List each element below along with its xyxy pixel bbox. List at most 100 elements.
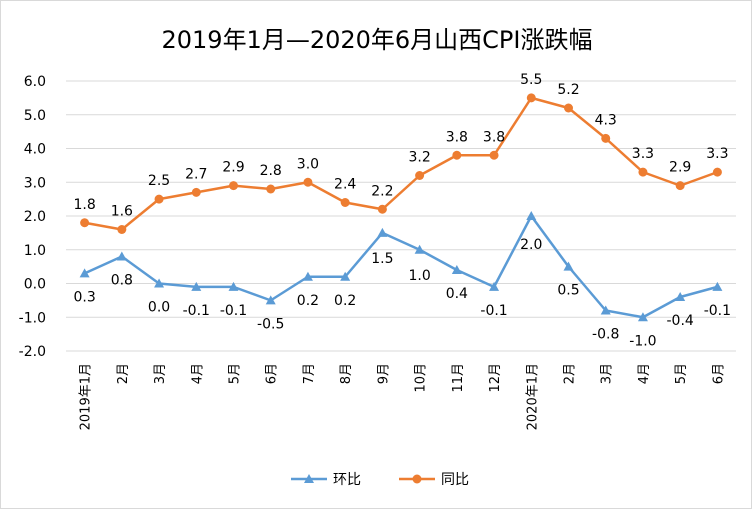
y-tick-label: -2.0	[19, 344, 46, 360]
data-label: 3.0	[297, 156, 319, 172]
data-label: 1.0	[408, 268, 430, 284]
data-label: 3.8	[446, 129, 468, 145]
x-tick-label: 5月	[674, 363, 689, 384]
data-point	[712, 167, 722, 177]
x-tick-label: 3月	[600, 363, 615, 384]
data-label: 2.7	[185, 166, 207, 182]
x-tick-label: 9月	[376, 363, 391, 384]
data-label: 0.4	[446, 286, 468, 302]
gridlines	[66, 80, 736, 352]
data-point	[526, 93, 536, 103]
x-tick-label: 2020年1月	[525, 363, 540, 430]
data-label: 0.2	[334, 293, 356, 309]
data-point	[302, 271, 313, 281]
data-point	[526, 211, 537, 220]
data-label: -0.5	[257, 316, 284, 332]
x-tick-label: 5月	[228, 363, 243, 384]
data-point	[340, 198, 350, 207]
chart-title: 2019年1月—2020年6月山西CPI涨跌幅	[161, 26, 592, 54]
data-point	[303, 177, 313, 187]
y-tick-label: 3.0	[24, 175, 46, 191]
data-point	[601, 133, 611, 143]
data-label: 3.8	[483, 129, 505, 145]
x-tick-label: 3月	[153, 363, 168, 384]
series-line-yoy	[84, 96, 718, 231]
data-point	[265, 295, 276, 305]
data-label: 2.5	[148, 173, 170, 189]
y-tick-label: 6.0	[24, 74, 46, 90]
data-point	[637, 312, 648, 322]
data-point	[191, 187, 201, 197]
data-label: -0.1	[480, 303, 507, 319]
legend: 环比 同比	[291, 472, 469, 488]
data-label: -0.1	[704, 303, 731, 319]
data-point	[80, 218, 90, 228]
data-label: -0.8	[592, 327, 619, 343]
data-label: 5.2	[557, 82, 579, 98]
series-line-mom	[84, 214, 718, 319]
data-point	[191, 281, 202, 291]
data-label: -0.1	[220, 303, 247, 319]
data-label: -0.1	[183, 303, 210, 319]
data-label: 5.5	[520, 72, 542, 88]
data-label: 2.2	[371, 183, 393, 199]
data-label: 3.3	[632, 146, 654, 162]
data-label: -1.0	[629, 333, 656, 349]
data-label: -0.4	[667, 313, 694, 329]
data-point	[452, 150, 462, 160]
data-point	[377, 227, 388, 237]
data-point	[154, 194, 164, 204]
data-label: 2.9	[669, 160, 691, 176]
data-label: 2.8	[260, 163, 282, 179]
data-point	[675, 181, 685, 191]
data-label: 1.5	[371, 251, 393, 267]
data-label: 1.6	[111, 204, 133, 220]
x-tick-label: 4月	[190, 363, 205, 384]
x-tick-label: 6月	[265, 363, 280, 384]
data-label: 2.9	[222, 160, 244, 176]
legend-marker	[304, 474, 314, 483]
data-point	[229, 181, 238, 191]
data-label: 3.2	[408, 150, 430, 166]
data-label: 2.4	[334, 177, 356, 193]
y-tick-label: 5.0	[24, 108, 46, 124]
x-tick-label: 11月	[451, 363, 466, 393]
data-point	[638, 167, 648, 177]
data-point	[117, 225, 127, 234]
y-tick-label: 2.0	[24, 209, 46, 225]
data-point	[712, 281, 723, 291]
y-tick-label: 4.0	[24, 142, 46, 158]
legend-label: 同比	[441, 472, 469, 488]
data-point	[340, 271, 351, 281]
data-label: 0.3	[73, 289, 95, 305]
data-label: 4.3	[595, 112, 617, 128]
data-point	[489, 281, 500, 291]
data-point	[600, 305, 611, 315]
x-tick-label: 4月	[637, 363, 652, 384]
x-tick-label: 8月	[339, 363, 354, 384]
x-axis-ticks: 2019年1月 2月 3月 4月 5月 6月 7月 8月 9月 10月 11月 12月 2020年1月 2…	[79, 363, 727, 430]
data-point	[377, 204, 387, 214]
data-point	[489, 150, 499, 160]
data-label: 0.8	[111, 273, 133, 289]
data-point	[564, 103, 573, 113]
data-label: 0.0	[148, 300, 170, 316]
data-point	[79, 268, 90, 278]
data-point	[563, 261, 574, 271]
legend-marker	[412, 474, 422, 484]
y-tick-label: -1.0	[19, 310, 46, 326]
data-point	[415, 171, 425, 180]
data-point	[228, 281, 239, 291]
x-tick-label: 2月	[116, 363, 131, 384]
data-point	[116, 251, 127, 261]
data-point	[266, 184, 276, 194]
series-layer	[79, 93, 723, 322]
data-point	[414, 244, 425, 254]
data-point	[451, 265, 462, 274]
data-label: 2.0	[520, 237, 542, 253]
x-tick-label: 2月	[563, 363, 578, 384]
data-label: 3.3	[706, 146, 728, 162]
data-label: 1.8	[73, 197, 95, 213]
